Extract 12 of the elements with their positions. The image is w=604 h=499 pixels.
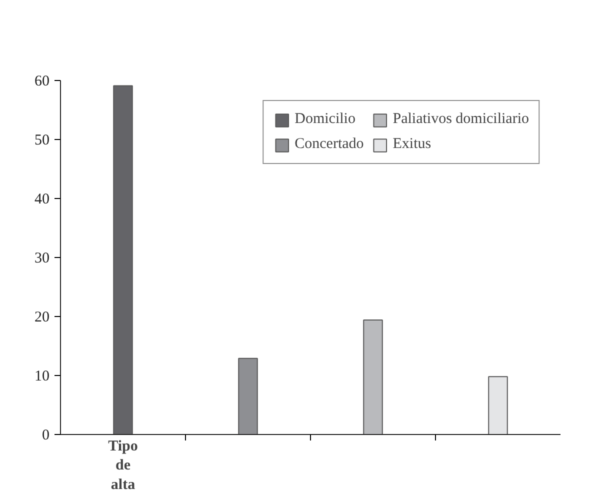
y-tick-label: 50 xyxy=(34,132,50,148)
x-tick-label: Tipo de alta xyxy=(108,438,138,493)
legend-label: Domicilio xyxy=(294,111,356,128)
y-tick-label: 40 xyxy=(34,192,50,208)
y-tick-label: 0 xyxy=(42,428,50,444)
y-tick-label: 10 xyxy=(34,368,50,384)
y-tick-label: 30 xyxy=(34,250,50,266)
y-tick-label: 20 xyxy=(34,310,50,326)
legend-label: Concertado xyxy=(294,136,364,153)
legend-label: Paliativos domiciliario xyxy=(392,111,529,128)
y-tick-label: 60 xyxy=(34,74,50,90)
legend-label: Exitus xyxy=(392,136,432,153)
